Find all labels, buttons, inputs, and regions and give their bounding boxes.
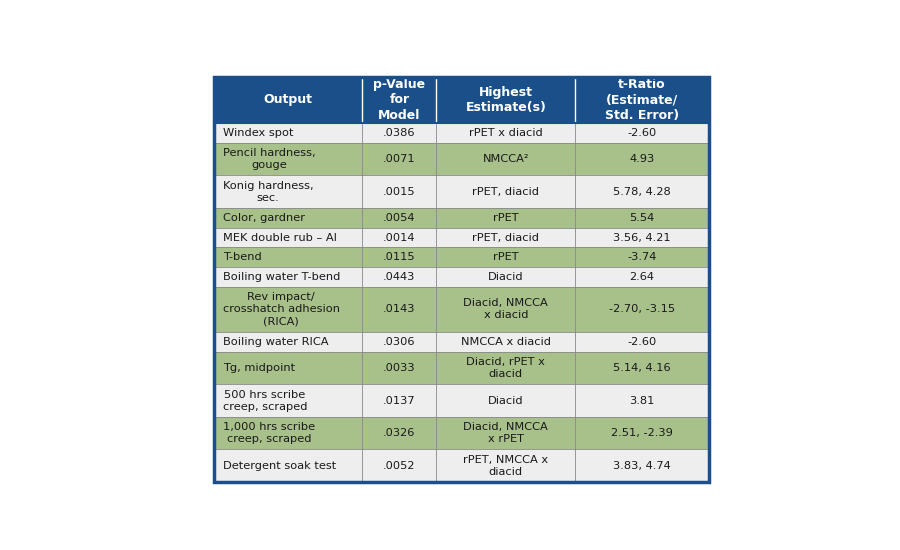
- Text: .0015: .0015: [383, 186, 416, 197]
- Text: .0143: .0143: [383, 305, 416, 315]
- Text: 3.81: 3.81: [629, 395, 654, 405]
- Bar: [213, 449, 709, 482]
- Bar: [213, 76, 709, 123]
- Text: Detergent soak test: Detergent soak test: [222, 460, 336, 471]
- Bar: [213, 76, 709, 482]
- Text: Diacid, rPET x
diacid: Diacid, rPET x diacid: [466, 357, 545, 379]
- Text: rPET: rPET: [493, 213, 518, 223]
- Text: rPET x diacid: rPET x diacid: [469, 128, 543, 138]
- Bar: [213, 332, 709, 352]
- Text: 5.14, 4.16: 5.14, 4.16: [613, 363, 670, 373]
- Text: rPET, NMCCA x
diacid: rPET, NMCCA x diacid: [464, 455, 548, 477]
- Text: .0443: .0443: [383, 272, 416, 282]
- Text: -2.60: -2.60: [627, 337, 657, 347]
- Bar: [213, 267, 709, 287]
- Text: t-Ratio
(Estimate/
Std. Error): t-Ratio (Estimate/ Std. Error): [605, 78, 680, 122]
- Text: NMCCA²: NMCCA²: [482, 154, 529, 164]
- Text: Konig hardness,
sec.: Konig hardness, sec.: [222, 181, 313, 203]
- Text: T-bend: T-bend: [222, 252, 262, 262]
- Bar: [213, 123, 709, 143]
- Bar: [213, 352, 709, 384]
- Text: Windex spot: Windex spot: [222, 128, 293, 138]
- Text: 2.64: 2.64: [629, 272, 654, 282]
- Text: 3.56, 4.21: 3.56, 4.21: [613, 233, 670, 243]
- Bar: [213, 143, 709, 175]
- Bar: [213, 417, 709, 449]
- Text: .0014: .0014: [383, 233, 416, 243]
- Text: 5.78, 4.28: 5.78, 4.28: [613, 186, 670, 197]
- Text: .0115: .0115: [383, 252, 416, 262]
- Bar: [213, 228, 709, 248]
- Bar: [213, 287, 709, 332]
- Text: 1,000 hrs scribe
creep, scraped: 1,000 hrs scribe creep, scraped: [222, 422, 315, 444]
- Text: -2.60: -2.60: [627, 128, 657, 138]
- Text: 4.93: 4.93: [629, 154, 654, 164]
- Text: NMCCA x diacid: NMCCA x diacid: [461, 337, 551, 347]
- Text: Diacid: Diacid: [488, 272, 524, 282]
- Text: -2.70, -3.15: -2.70, -3.15: [609, 305, 675, 315]
- Text: MEK double rub – Al: MEK double rub – Al: [222, 233, 337, 243]
- Text: .0306: .0306: [383, 337, 416, 347]
- Text: .0033: .0033: [383, 363, 416, 373]
- Text: 3.83, 4.74: 3.83, 4.74: [613, 460, 670, 471]
- Bar: [213, 175, 709, 208]
- Text: Rev impact/
crosshatch adhesion
(RICA): Rev impact/ crosshatch adhesion (RICA): [222, 293, 339, 327]
- Text: Tg, midpoint: Tg, midpoint: [222, 363, 295, 373]
- Text: Boiling water RICA: Boiling water RICA: [222, 337, 328, 347]
- Text: rPET, diacid: rPET, diacid: [472, 186, 539, 197]
- Text: Highest
Estimate(s): Highest Estimate(s): [465, 86, 546, 114]
- Text: .0326: .0326: [383, 428, 416, 438]
- Text: .0137: .0137: [383, 395, 416, 405]
- Text: 5.54: 5.54: [629, 213, 654, 223]
- Text: 500 hrs scribe
creep, scraped: 500 hrs scribe creep, scraped: [222, 389, 307, 411]
- Text: Diacid, NMCCA
x rPET: Diacid, NMCCA x rPET: [464, 422, 548, 444]
- Text: Output: Output: [264, 94, 312, 106]
- Bar: [213, 384, 709, 417]
- Text: Pencil hardness,
gouge: Pencil hardness, gouge: [222, 148, 315, 170]
- Text: Diacid: Diacid: [488, 395, 524, 405]
- Text: rPET, diacid: rPET, diacid: [472, 233, 539, 243]
- Text: -3.74: -3.74: [627, 252, 657, 262]
- Text: 2.51, -2.39: 2.51, -2.39: [611, 428, 673, 438]
- Text: .0054: .0054: [383, 213, 416, 223]
- Text: .0386: .0386: [383, 128, 416, 138]
- Bar: [213, 248, 709, 267]
- Bar: [213, 208, 709, 228]
- Text: Boiling water T-bend: Boiling water T-bend: [222, 272, 340, 282]
- Text: p-Value
for
Model: p-Value for Model: [374, 78, 426, 122]
- Text: rPET: rPET: [493, 252, 518, 262]
- Text: Diacid, NMCCA
x diacid: Diacid, NMCCA x diacid: [464, 299, 548, 321]
- Text: Color, gardner: Color, gardner: [222, 213, 305, 223]
- Text: .0071: .0071: [383, 154, 416, 164]
- Text: .0052: .0052: [383, 460, 416, 471]
